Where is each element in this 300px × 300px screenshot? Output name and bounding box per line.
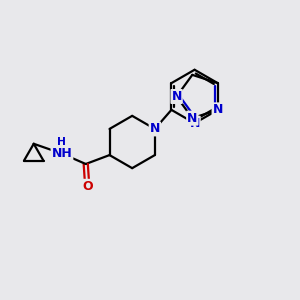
- Text: N: N: [171, 90, 182, 103]
- Text: N: N: [150, 122, 160, 135]
- Text: H: H: [57, 137, 66, 147]
- Text: N: N: [189, 117, 200, 130]
- Text: N: N: [187, 112, 197, 124]
- Text: NH: NH: [52, 147, 72, 160]
- Text: O: O: [82, 180, 92, 193]
- Text: N: N: [213, 103, 223, 116]
